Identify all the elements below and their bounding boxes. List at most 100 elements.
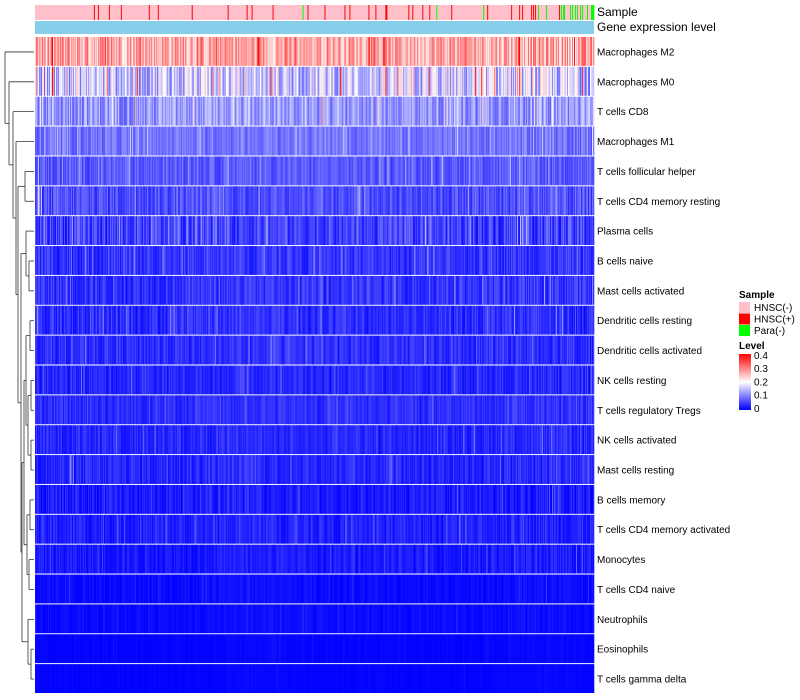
heatmap-cell — [343, 126, 345, 156]
heatmap-cell — [274, 66, 276, 96]
heatmap-cell — [511, 37, 513, 66]
heatmap-cell — [402, 66, 404, 96]
heatmap-cell — [114, 96, 117, 126]
heatmap-cell — [523, 37, 525, 66]
heatmap-cell — [115, 37, 118, 66]
heatmap-cell — [40, 66, 43, 96]
heatmap-cell — [274, 126, 276, 156]
heatmap-cell — [336, 96, 338, 126]
heatmap-cell — [142, 96, 145, 126]
heatmap-cell — [139, 96, 142, 126]
heatmap-cell — [207, 66, 209, 96]
sample-annotation-cell — [356, 5, 358, 20]
heatmap-cell — [257, 96, 259, 126]
heatmap-cell — [514, 37, 516, 66]
heatmap-cell — [67, 66, 70, 96]
sample-annotation-cell — [548, 5, 550, 20]
sample-annotation-cell — [446, 5, 448, 20]
sample-annotation-cell — [44, 5, 47, 20]
sample-annotation-cell — [436, 5, 438, 20]
sample-annotation-cell — [128, 5, 131, 20]
sample-annotation-cell — [359, 5, 361, 20]
heatmap-cell — [499, 66, 501, 96]
heatmap-cell — [446, 96, 448, 126]
heatmap-cell — [318, 66, 320, 96]
heatmap-cell — [365, 37, 367, 66]
sample-annotation-cell — [383, 5, 385, 20]
heatmap-cell — [431, 66, 433, 96]
heatmap-cell — [308, 66, 310, 96]
heatmap-cell — [38, 126, 41, 156]
heatmap-cell — [194, 66, 197, 96]
sample-annotation-cell — [290, 5, 292, 20]
heatmap-cell — [381, 96, 383, 126]
sample-annotation-cell — [413, 5, 415, 20]
heatmap-cell — [322, 96, 324, 126]
heatmap-cell — [416, 66, 418, 96]
sample-annotation-cell — [228, 5, 230, 20]
heatmap-cell — [517, 96, 519, 126]
heatmap-cell — [103, 66, 106, 96]
heatmap-cell — [276, 96, 278, 126]
heatmap-cell — [325, 66, 327, 96]
sample-annotation-cell — [389, 5, 391, 20]
sample-annotation-cell — [194, 5, 197, 20]
sample-annotation-cell — [526, 5, 528, 20]
heatmap-cell — [356, 66, 358, 96]
heatmap-cell — [363, 96, 365, 126]
heatmap-cell — [55, 126, 58, 156]
heatmap-cell — [271, 66, 273, 96]
heatmap-cell — [547, 37, 549, 66]
heatmap-cell — [591, 37, 593, 66]
heatmap-cell — [385, 66, 387, 96]
heatmap-cell — [538, 37, 540, 66]
heatmap-cell — [231, 66, 233, 96]
heatmap-cell — [269, 126, 271, 156]
sample-annotation-cell — [444, 5, 446, 20]
heatmap-cell — [76, 126, 79, 156]
heatmap-cell — [461, 96, 463, 126]
heatmap-row — [35, 186, 595, 216]
heatmap-cell — [312, 126, 314, 156]
heatmap-cell — [261, 37, 263, 66]
heatmap-cell — [309, 66, 311, 96]
heatmap-cell — [558, 66, 560, 96]
heatmap-cell — [331, 66, 333, 96]
heatmap-cell — [266, 37, 268, 66]
heatmap-cell — [197, 66, 200, 96]
heatmap-cell — [230, 96, 232, 126]
heatmap-cell — [454, 37, 456, 66]
heatmap-cell — [57, 66, 60, 96]
heatmap-cell — [135, 126, 138, 156]
heatmap-cell — [483, 37, 485, 66]
sample-annotation-cell — [186, 5, 189, 20]
heatmap-cell — [41, 96, 44, 126]
heatmap-cell — [495, 66, 497, 96]
sample-annotation-cell — [575, 5, 577, 20]
heatmap-cell — [483, 96, 485, 126]
sample-annotation-cell — [459, 5, 461, 20]
heatmap-cell — [230, 66, 232, 96]
heatmap-cell — [338, 66, 340, 96]
heatmap-cell — [398, 66, 400, 96]
heatmap-cell — [478, 37, 480, 66]
sample-annotation-cell — [419, 5, 421, 20]
sample-annotation-cell — [266, 5, 268, 20]
heatmap-cell — [491, 96, 493, 126]
heatmap-cell — [126, 37, 129, 66]
heatmap-cell — [517, 66, 519, 96]
heatmap-cell — [133, 96, 136, 126]
heatmap-cell — [560, 96, 562, 126]
sample-annotation-cell — [549, 5, 551, 20]
heatmap-cell — [356, 37, 358, 66]
heatmap-cell — [290, 66, 292, 96]
heatmap-cell — [569, 66, 571, 96]
sample-annotation-cell — [480, 5, 482, 20]
heatmap-cell — [457, 66, 459, 96]
heatmap-cell — [35, 96, 37, 126]
heatmap-cell — [80, 66, 83, 96]
heatmap-cell — [538, 96, 540, 126]
heatmap-cell — [403, 66, 405, 96]
heatmap-cell — [41, 66, 44, 96]
heatmap-cell — [62, 96, 65, 126]
